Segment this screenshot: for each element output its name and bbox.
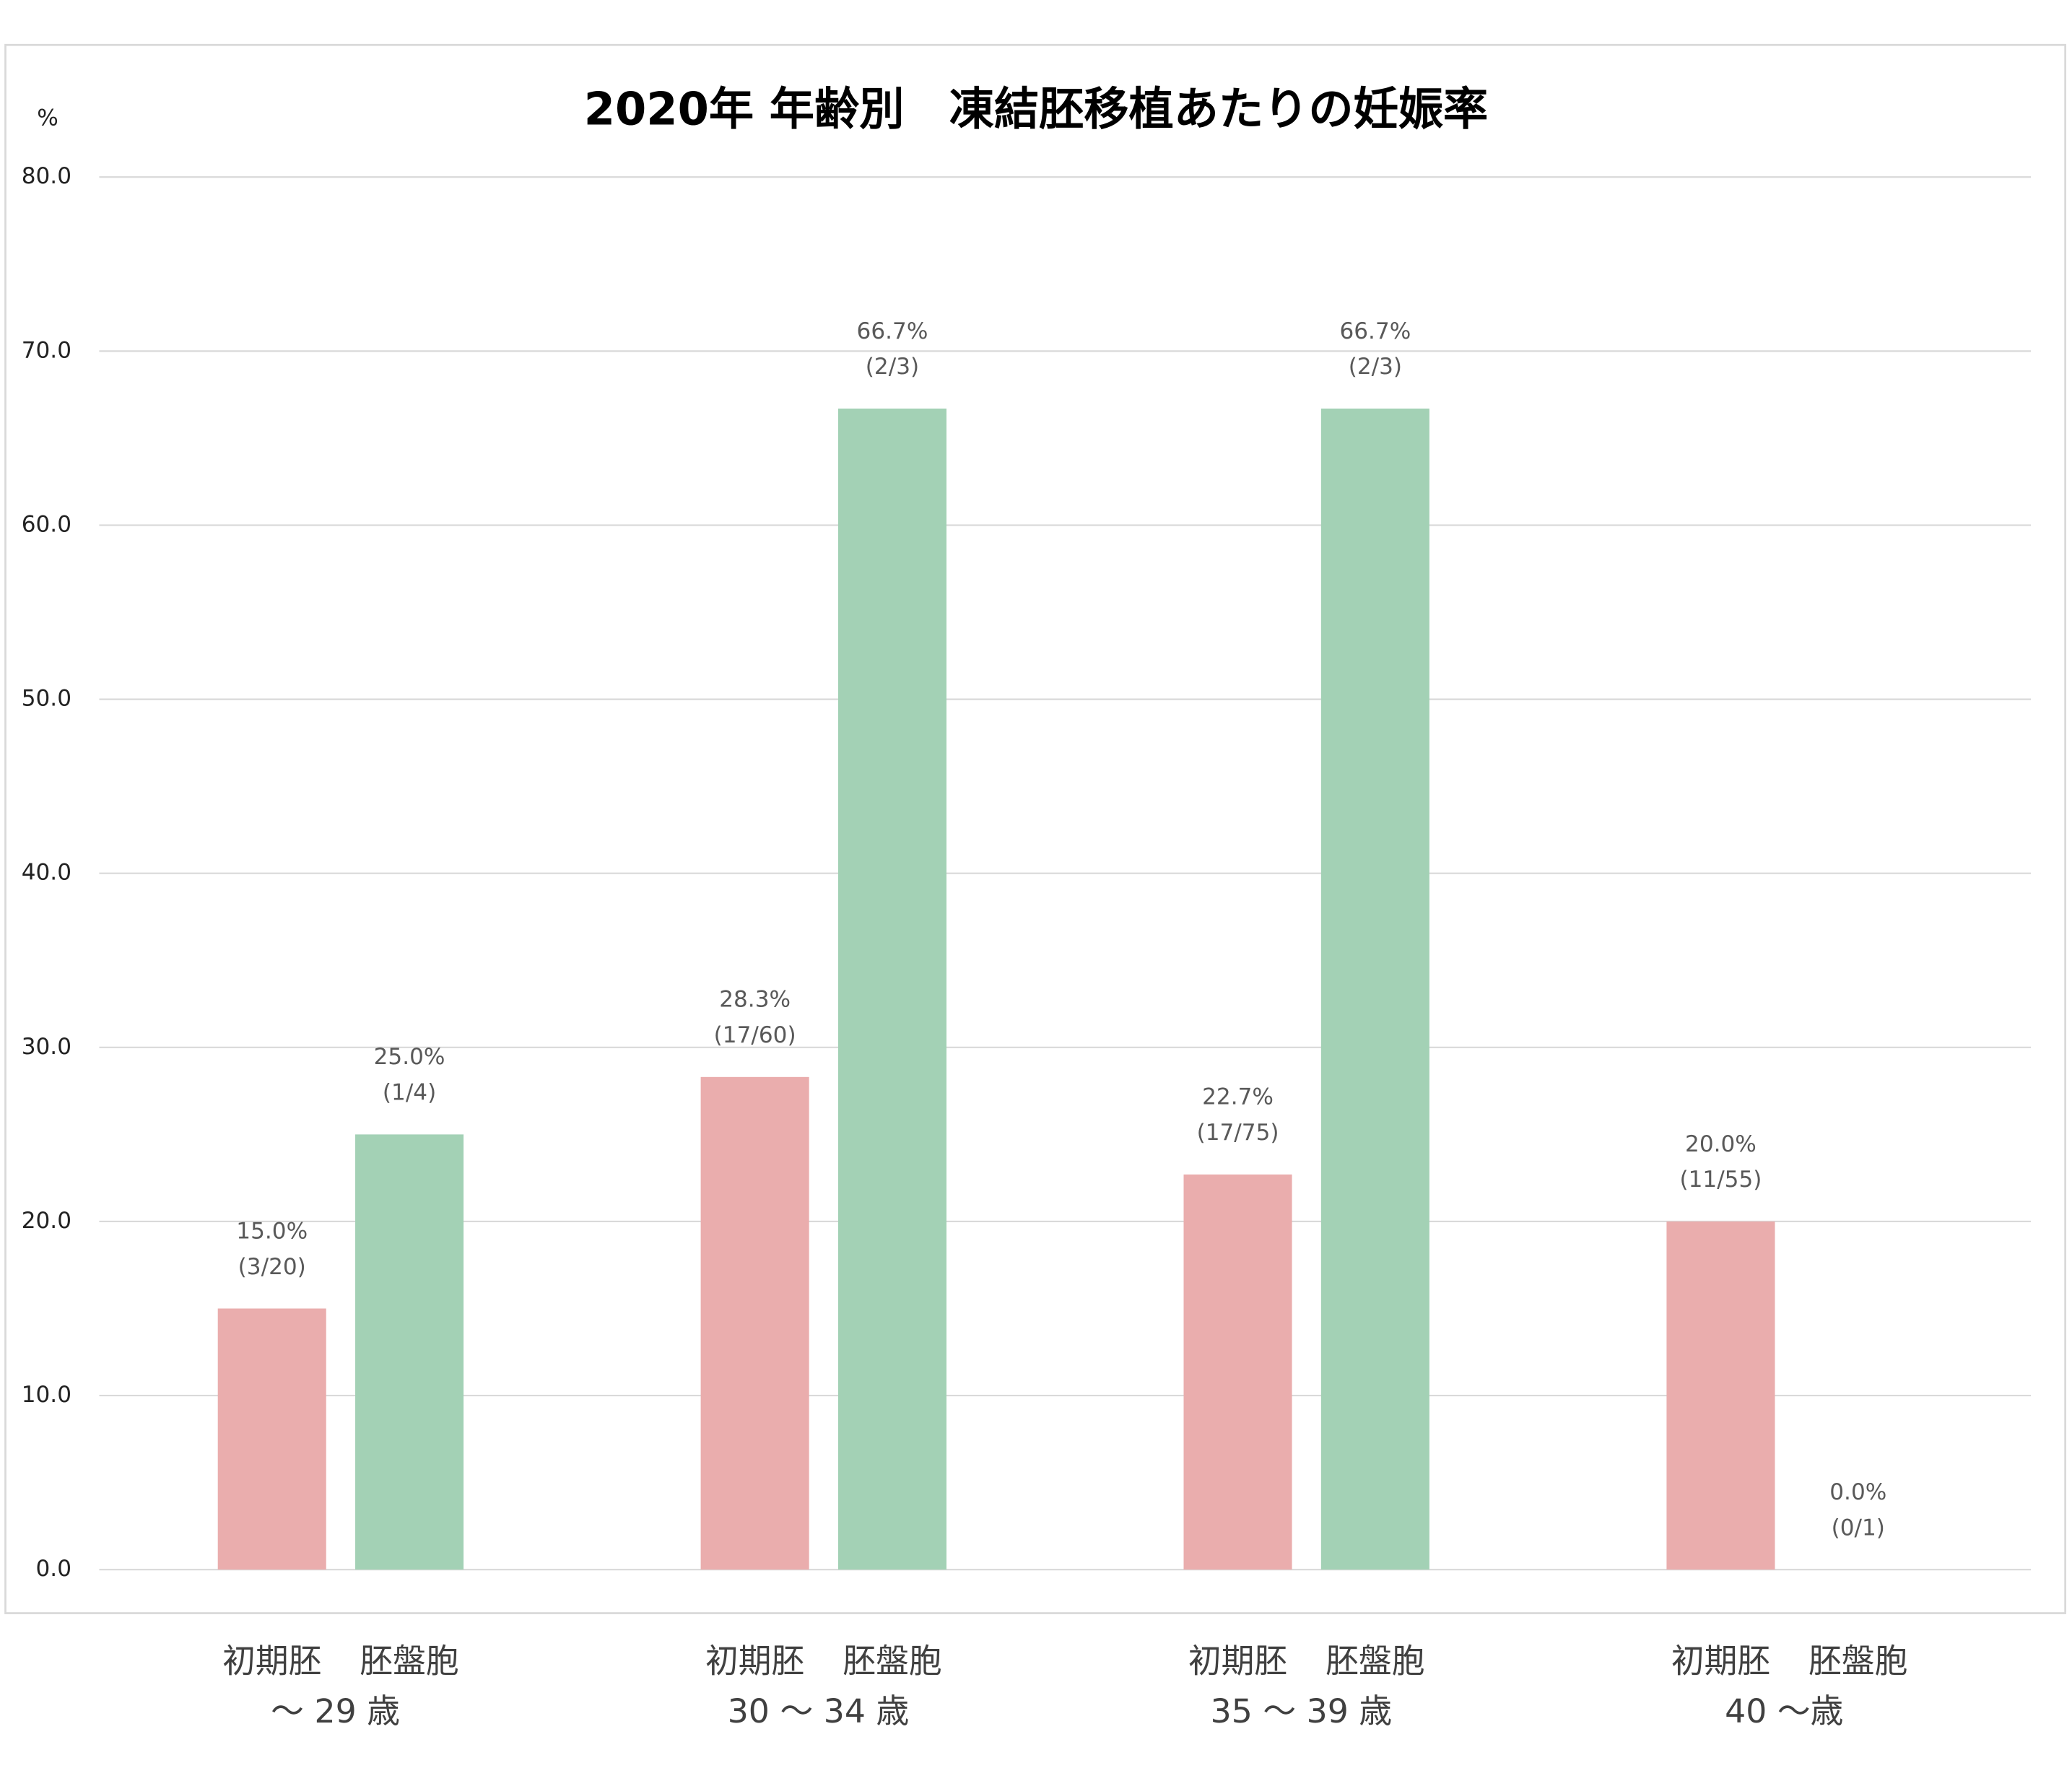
data-label: 66.7%	[857, 318, 928, 344]
series-label: 胚盤胞	[1326, 1642, 1424, 1681]
x-tick-label: 30 ～ 34 歳	[728, 1692, 910, 1730]
y-tick-label: 10.0	[22, 1382, 71, 1408]
y-tick-label: 70.0	[22, 337, 71, 363]
series-label: 初期胚	[222, 1642, 321, 1681]
data-label-fraction: (3/20)	[238, 1254, 306, 1280]
series-label: 胚盤胞	[1808, 1642, 1907, 1681]
x-tick-label: 35 ～ 39 歳	[1211, 1692, 1393, 1730]
bar	[1183, 1174, 1292, 1570]
bar	[355, 1134, 464, 1570]
chart-title: 2020年 年齢別 凍結胚移植あたりの妊娠率	[584, 83, 1489, 136]
series-label: 胚盤胞	[843, 1642, 941, 1681]
y-tick-label: 0.0	[36, 1556, 71, 1582]
bar	[700, 1076, 809, 1570]
y-tick-label: 50.0	[22, 686, 71, 712]
data-label: 0.0%	[1829, 1479, 1886, 1505]
series-label: 初期胚	[705, 1642, 804, 1681]
bar	[217, 1308, 326, 1570]
x-tick-label: ～ 29 歳	[271, 1692, 400, 1730]
data-label: 22.7%	[1202, 1084, 1274, 1110]
data-label-fraction: (2/3)	[1349, 354, 1402, 380]
data-label: 20.0%	[1685, 1131, 1757, 1157]
series-label: 胚盤胞	[360, 1642, 458, 1681]
y-tick-label: 60.0	[22, 511, 71, 537]
data-label-fraction: (2/3)	[866, 354, 919, 380]
data-label: 66.7%	[1339, 318, 1411, 344]
series-label: 初期胚	[1671, 1642, 1770, 1681]
data-label-fraction: (17/60)	[714, 1022, 796, 1048]
data-label: 25.0%	[374, 1044, 445, 1070]
bar	[1320, 408, 1429, 1570]
data-label: 28.3%	[719, 987, 791, 1013]
data-label-fraction: (11/55)	[1679, 1167, 1762, 1193]
bar	[1666, 1221, 1775, 1570]
series-label: 初期胚	[1188, 1642, 1287, 1681]
data-label-fraction: (0/1)	[1832, 1515, 1885, 1541]
data-label: 15.0%	[236, 1218, 308, 1244]
data-label-fraction: (17/75)	[1197, 1120, 1279, 1146]
y-axis-label: %	[37, 105, 58, 131]
y-tick-label: 20.0	[22, 1208, 71, 1234]
x-tick-label: 40 ～歳	[1725, 1692, 1843, 1730]
y-tick-label: 30.0	[22, 1034, 71, 1060]
data-label-fraction: (1/4)	[383, 1080, 436, 1106]
bar	[837, 408, 947, 1570]
y-tick-label: 40.0	[22, 860, 71, 886]
y-tick-label: 80.0	[22, 163, 71, 189]
